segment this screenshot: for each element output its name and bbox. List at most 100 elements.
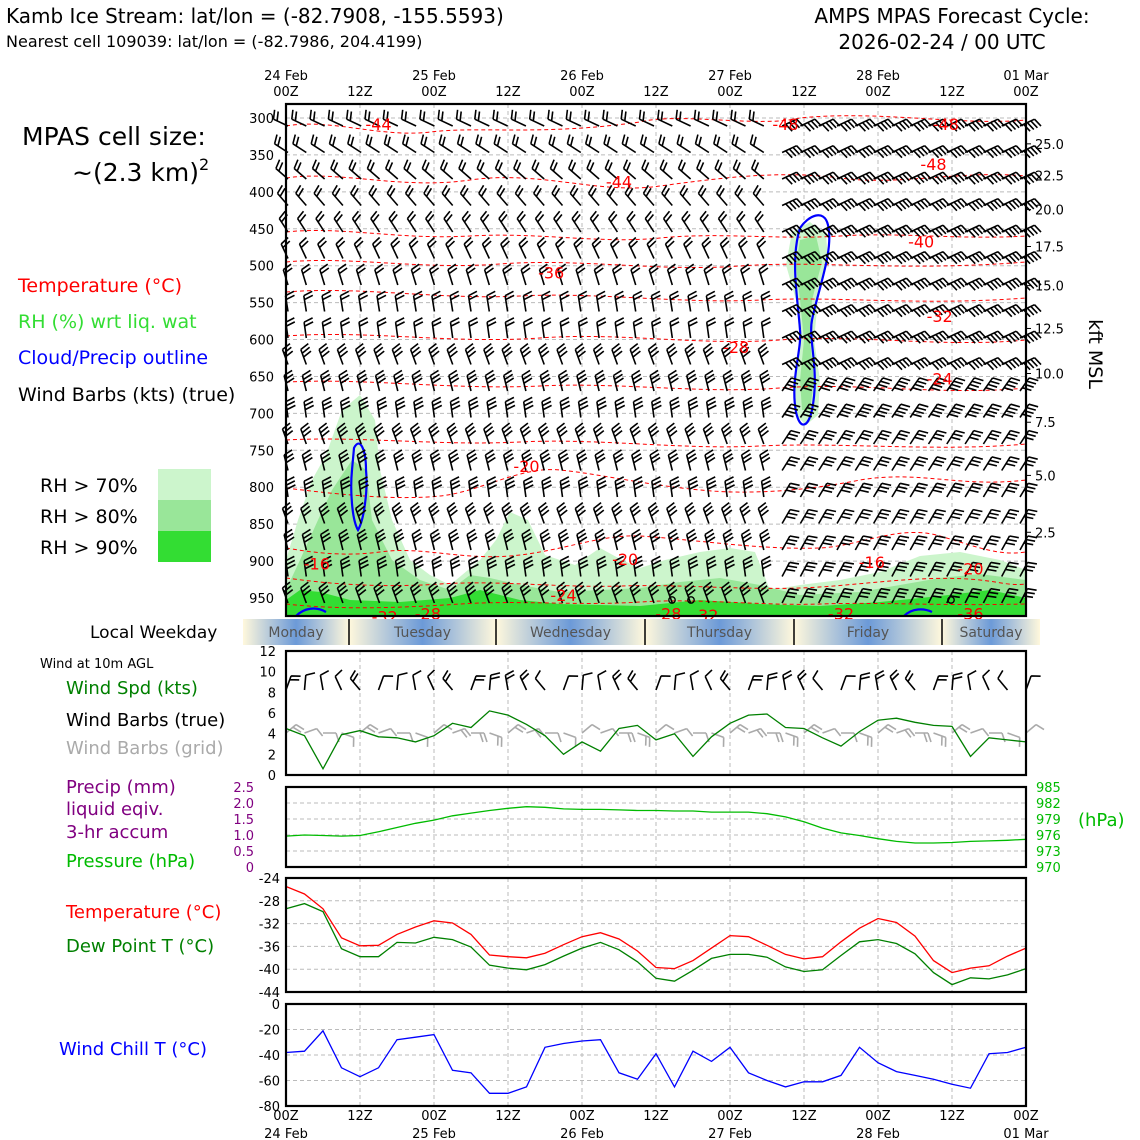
cross-section-barb — [393, 369, 405, 392]
cross-section-barb — [356, 369, 368, 392]
cross-section-barb — [909, 508, 928, 524]
cross-section-barb — [291, 109, 307, 127]
cross-section-barb — [409, 422, 422, 445]
cross-section-barb — [611, 422, 623, 445]
cross-section-barb — [295, 184, 307, 207]
cross-section-barb — [631, 369, 643, 392]
cross-section-barb — [818, 303, 841, 318]
cross-section-barb — [303, 290, 314, 312]
grid-wind-barb — [674, 727, 694, 737]
cross-section-barb — [721, 263, 732, 286]
temp-contour-label: -32 — [927, 307, 953, 326]
cross-section-barb — [982, 429, 1002, 445]
cross-section-barb — [909, 250, 932, 265]
cross-section-barb — [983, 144, 1005, 159]
cross-section-barb — [338, 449, 350, 471]
cross-section-barb — [428, 501, 440, 524]
wind-speed-tick: 10 — [259, 666, 276, 681]
cross-section-barb — [781, 197, 804, 212]
temperature-tick: -24 — [259, 872, 280, 887]
cross-section-barb — [946, 535, 965, 551]
cross-section-barb — [504, 290, 515, 312]
cross-section-barb — [501, 501, 513, 524]
cross-section-barb — [909, 144, 932, 159]
grid-wind-barb — [841, 732, 858, 743]
cross-section-barb — [629, 581, 641, 604]
cross-section-barb — [331, 184, 344, 207]
true-wind-barb — [981, 669, 991, 691]
cross-section-barb — [531, 159, 545, 180]
cross-section-barb — [854, 535, 873, 551]
cross-section-barb — [501, 342, 513, 365]
cross-section-barb — [800, 197, 822, 212]
cross-section-barb — [1019, 197, 1042, 212]
cross-section-barb — [800, 171, 822, 185]
cross-section-barb — [752, 184, 765, 207]
cross-section-barb — [300, 263, 311, 286]
cross-section-barb — [739, 501, 751, 524]
cross-section-barb — [724, 317, 735, 339]
cross-section-barb — [335, 236, 346, 259]
cross-section-barb — [742, 555, 754, 577]
cross-section-barb — [519, 581, 532, 604]
cross-section-barb — [854, 171, 877, 185]
cross-section-barb — [611, 342, 623, 365]
cross-section-barb — [927, 456, 947, 471]
bottom-hour-label: 00Z — [273, 1109, 299, 1124]
cross-section-barb — [781, 330, 804, 344]
cross-section-barb — [338, 369, 350, 392]
cross-section-barb — [327, 109, 344, 127]
cross-section-barb — [394, 476, 406, 498]
pressure-tick-label: 700 — [249, 407, 274, 422]
cross-section-barb — [449, 290, 460, 312]
cross-section-barb — [909, 118, 932, 132]
windchill-tick: 0 — [272, 998, 280, 1013]
cross-section-barb — [705, 396, 717, 418]
pressure-tick-label: 450 — [249, 223, 274, 238]
cross-section-barb — [431, 317, 442, 339]
cross-section-barb — [1019, 587, 1037, 604]
kft-tick-label: 10.0 — [1035, 368, 1064, 383]
temp-contour-label: -16 — [304, 554, 330, 573]
wind-speed-tick: 0 — [268, 769, 276, 784]
legend-cloud-outline: Cloud/Precip outline — [18, 347, 208, 369]
top-hour-label: 00Z — [569, 85, 595, 100]
cross-section-barb — [559, 555, 571, 577]
top-hour-label: 12Z — [643, 85, 669, 100]
cross-section-barb — [927, 508, 946, 524]
wind-barbs-grid-label: Wind Barbs (grid) — [66, 738, 224, 759]
cross-section-barb — [393, 528, 405, 551]
cross-section-barb — [301, 528, 313, 551]
cross-section-barb — [559, 317, 570, 339]
cross-section-barb — [449, 317, 460, 339]
cross-section-barb — [303, 555, 315, 577]
grid-wind-barb — [989, 732, 1006, 743]
cross-section-barb — [757, 342, 769, 365]
cross-section-barb — [781, 403, 801, 418]
cross-section-barb — [909, 171, 932, 185]
cross-section-barb — [448, 528, 460, 551]
cross-section-barb — [818, 356, 841, 371]
bottom-date-label: 25 Feb — [412, 1127, 456, 1140]
wind-10m-header: Wind at 10m AGL — [40, 657, 154, 672]
cross-section-barb — [575, 263, 586, 286]
true-wind-barb — [442, 669, 454, 691]
pressure-tick-label: 650 — [249, 370, 274, 385]
true-wind-barb — [719, 669, 731, 691]
cross-section-barb — [354, 422, 367, 445]
cross-section-barb — [1001, 171, 1024, 185]
grid-wind-barb — [637, 732, 651, 747]
rh-90-swatch — [158, 531, 211, 562]
grid-wind-barb — [877, 723, 897, 734]
cross-section-barb — [946, 356, 969, 371]
cross-section-barb — [354, 501, 367, 524]
cross-section-barb — [1019, 482, 1038, 498]
kft-tick-label: 15.0 — [1035, 280, 1064, 295]
cross-section-barb — [502, 528, 515, 551]
cross-section-barb — [799, 377, 819, 392]
cross-section-barb — [478, 184, 490, 207]
cross-section-barb — [594, 528, 606, 551]
temp-contour-label: -48 — [920, 155, 946, 174]
precip-label-line2: liquid eqiv. — [66, 799, 163, 820]
cross-section-barb — [928, 250, 951, 265]
